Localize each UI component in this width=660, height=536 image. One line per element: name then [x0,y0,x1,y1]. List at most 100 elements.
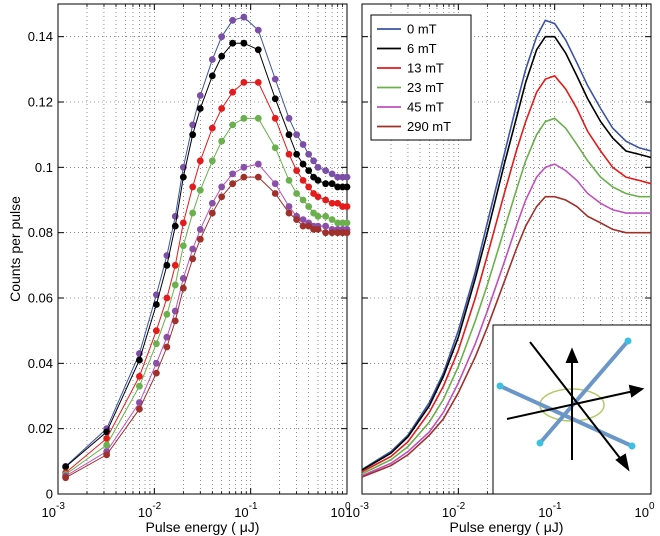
data-point [218,52,226,60]
data-point [305,150,313,158]
data-point [285,177,293,184]
arrow-head [628,384,645,398]
data-point [343,203,351,210]
data-point [285,131,293,139]
data-point [179,173,187,181]
x-tick-exponent: -3 [56,501,65,512]
data-point [334,219,342,227]
data-point [254,26,262,34]
data-point [240,173,248,181]
data-point [136,373,143,380]
x-tick-label: 10 [442,505,456,520]
data-point [229,39,237,47]
spin-end [624,337,632,345]
data-point [343,219,351,227]
data-point [285,150,293,158]
data-point [305,167,313,175]
x-tick-label: 10 [234,505,248,520]
data-point [293,190,301,197]
data-point [229,88,237,96]
series-line [361,35,652,471]
series-line [361,117,651,475]
data-point [299,216,307,224]
x-tick-label: 10 [346,505,360,520]
data-point [136,382,143,390]
x-tick-label: 10 [42,505,56,520]
data-point [240,114,248,122]
data-point [293,131,301,139]
data-point [103,451,111,459]
data-point [314,193,322,201]
data-point [322,167,330,175]
data-point [136,356,143,364]
data-point [305,222,313,230]
data-point [271,75,279,83]
data-point [322,196,330,204]
series-line [361,19,652,471]
plot-area [58,4,347,494]
data-point [285,203,293,210]
data-point [271,190,279,197]
data-point [334,173,342,181]
y-tick-label: 0.14 [28,29,53,44]
data-point [305,203,313,210]
data-point [196,226,204,233]
data-point [62,463,70,471]
data-point [285,114,293,122]
x-tick-label: 10 [538,505,552,520]
data-point [254,173,262,181]
spin-axis [499,384,633,448]
data-point [229,170,237,178]
x-tick-exponent: -2 [456,501,465,512]
data-point [189,121,197,129]
x-axis-label: Pulse energy ( μJ) [146,519,260,535]
data-point [299,222,307,230]
x-tick-exponent: -1 [249,501,258,512]
data-point [229,180,237,188]
data-point [328,170,336,178]
data-point [179,219,187,227]
data-point [254,79,262,86]
x-axis-label: Pulse energy ( μJ) [450,519,564,535]
spin-axis [538,339,630,445]
data-point [299,196,307,204]
data-point [189,131,197,139]
data-point [196,105,204,112]
legend-label: 290 mT [407,119,451,134]
data-point [171,317,179,325]
data-point [103,441,111,449]
data-point [218,105,226,112]
data-point [103,428,111,436]
data-point [343,173,351,181]
data-point [152,359,160,367]
data-point [314,226,322,233]
data-point [299,160,307,168]
data-point [189,183,197,191]
data-point [218,193,226,201]
data-point [254,114,262,122]
x-tick-exponent: -2 [152,501,161,512]
x-tick-exponent: 0 [345,501,351,512]
data-point [328,229,336,237]
data-point [179,275,187,282]
data-point [271,144,279,152]
spin-end [628,442,636,450]
data-point [163,294,171,302]
data-point [179,242,187,250]
y-axis-label: Counts per pulse [7,196,23,302]
legend: 0 mT 6 mT 13 mT 23 mT 45 mT 290 mT [370,14,472,141]
data-point [322,180,330,188]
data-point [240,13,248,21]
data-point [218,137,226,145]
data-point [103,435,111,442]
data-point [152,340,160,348]
y-tick-label: 0.06 [28,291,53,306]
data-point [343,229,351,237]
series-line [361,195,651,478]
x-tick-exponent: 0 [649,501,655,512]
data-point [299,141,307,148]
data-point [310,157,317,165]
x-tick-exponent: -3 [360,501,369,512]
data-point [314,212,322,220]
legend-label: 45 mT [407,100,444,115]
